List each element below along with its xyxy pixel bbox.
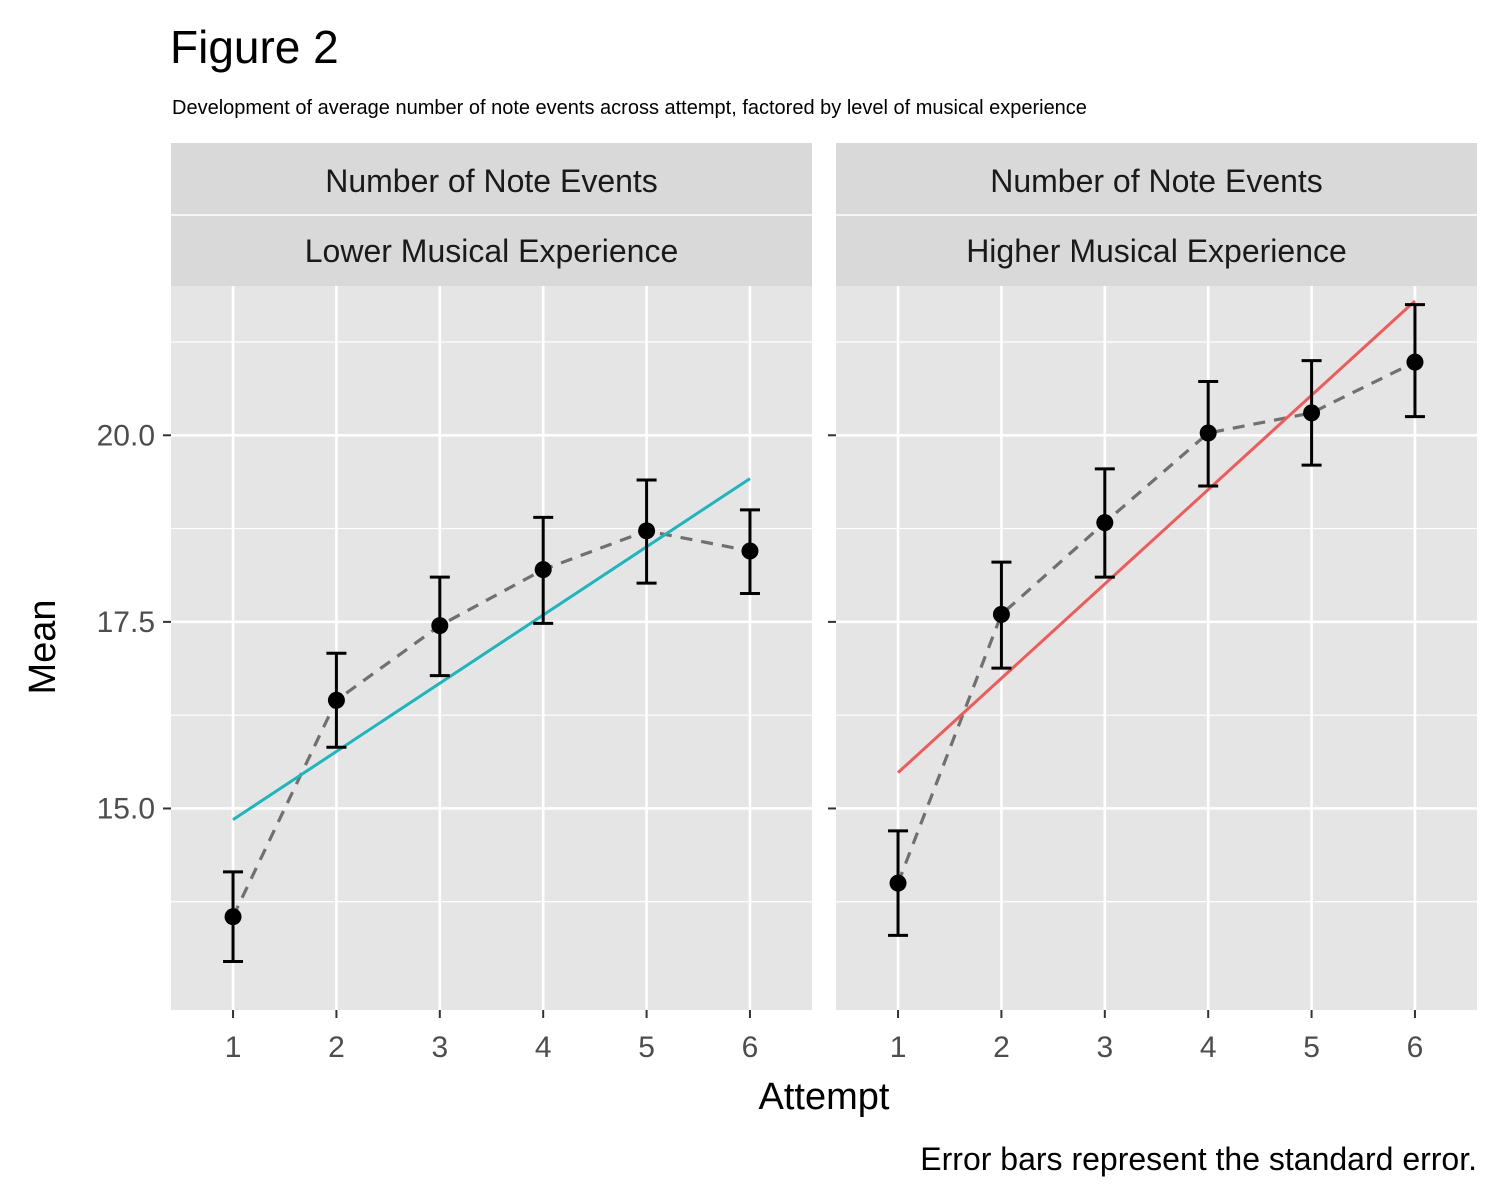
mean-trend-line xyxy=(896,360,1416,884)
data-point xyxy=(741,542,759,560)
facet-panels: Number of Note Events Lower Musical Exper… xyxy=(171,143,1477,1064)
x-tick-label: 5 xyxy=(1303,1031,1320,1064)
x-tick-label: 3 xyxy=(1096,1031,1113,1064)
x-axis-title: Attempt xyxy=(759,1076,890,1118)
y-axis: 15.0 17.5 20.0 xyxy=(97,419,836,825)
data-point xyxy=(1199,424,1217,442)
strip-label: Higher Musical Experience xyxy=(966,233,1347,269)
x-tick-label: 1 xyxy=(890,1031,907,1064)
data-point xyxy=(431,617,449,635)
facet-panel-2: Number of Note Events Higher Musical Expe… xyxy=(836,143,1477,1064)
panel-background xyxy=(836,286,1477,1010)
y-axis-title: Mean xyxy=(22,599,64,694)
regression-line xyxy=(232,477,751,821)
data-point xyxy=(327,691,345,709)
x-tick-label: 5 xyxy=(638,1031,655,1064)
data-point xyxy=(1303,404,1321,422)
x-tick-label: 6 xyxy=(742,1031,759,1064)
strip-label: Lower Musical Experience xyxy=(305,233,679,269)
regression-line xyxy=(897,299,1416,774)
data-point xyxy=(534,561,552,579)
y-tick-label: 20.0 xyxy=(97,419,155,452)
data-point xyxy=(1096,514,1114,532)
y-tick-label: 15.0 xyxy=(97,792,155,825)
data-point xyxy=(1406,353,1424,371)
x-tick-label: 3 xyxy=(431,1031,448,1064)
figure-title: Figure 2 xyxy=(170,21,339,73)
figure-caption: Error bars represent the standard error. xyxy=(920,1141,1477,1177)
y-tick-label: 17.5 xyxy=(97,606,155,639)
data-point xyxy=(638,522,656,540)
x-tick-label: 2 xyxy=(328,1031,345,1064)
data-point xyxy=(889,874,907,892)
facet-panel-1: Number of Note Events Lower Musical Exper… xyxy=(171,143,812,1064)
x-tick-label: 2 xyxy=(993,1031,1010,1064)
x-tick-label: 4 xyxy=(535,1031,552,1064)
data-point xyxy=(992,605,1010,623)
strip-label: Number of Note Events xyxy=(325,163,658,199)
data-point xyxy=(224,908,242,926)
strip-label: Number of Note Events xyxy=(990,163,1323,199)
x-tick-label: 1 xyxy=(225,1031,242,1064)
figure-subtitle: Development of average number of note ev… xyxy=(172,97,1087,119)
x-tick-label: 4 xyxy=(1200,1031,1217,1064)
x-tick-label: 6 xyxy=(1407,1031,1424,1064)
